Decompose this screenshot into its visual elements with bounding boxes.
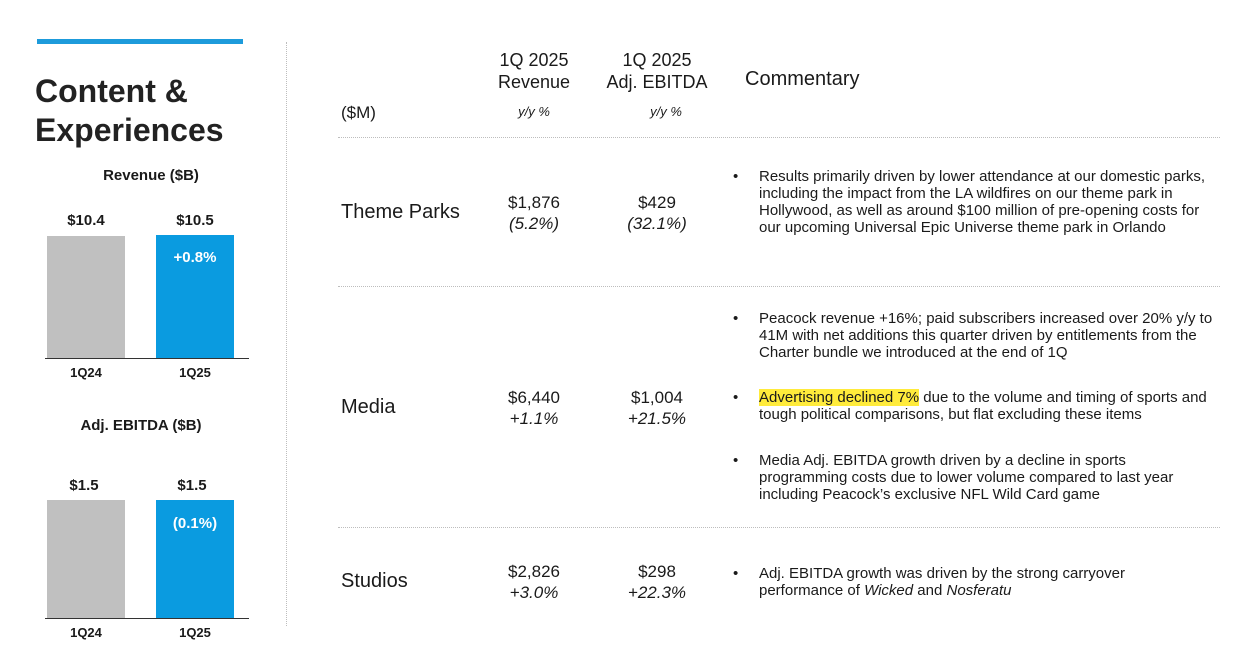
segment-theme-parks: Theme Parks xyxy=(341,201,460,223)
media-revenue: $6,440 +1.1% xyxy=(508,388,560,428)
ebitda-change-label: (0.1%) xyxy=(172,515,218,532)
commentary-bullet: • Advertising declined 7% due to the volu… xyxy=(733,389,1207,423)
revenue-bar-1q25 xyxy=(156,234,234,358)
revenue-cat-1q24: 1Q24 xyxy=(70,365,102,380)
ebitda-yy-label: y/y % xyxy=(650,104,682,119)
studios-ebitda: $298 +22.3% xyxy=(627,562,687,602)
ebitda-column-header: 1Q 2025 Adj. EBITDA xyxy=(606,50,708,92)
revenue-chart-title: Revenue ($B) xyxy=(103,167,199,184)
ebitda-chart-title: Adj. EBITDA ($B) xyxy=(80,417,202,434)
revenue-baseline xyxy=(45,358,249,359)
row-divider xyxy=(338,137,1220,138)
segment-media: Media xyxy=(341,396,396,418)
theme-parks-ebitda: $429 (32.1%) xyxy=(627,193,687,233)
accent-bar xyxy=(37,39,243,44)
section-title: Content & Experiences xyxy=(35,73,224,148)
revenue-bar-value-1q24: $10.4 xyxy=(67,212,105,229)
revenue-yy-label: y/y % xyxy=(518,104,550,119)
ebitda-cat-1q24: 1Q24 xyxy=(70,625,102,640)
ebitda-bar-1q24 xyxy=(47,500,125,618)
ebitda-bar-1q25 xyxy=(156,500,234,618)
highlighted-text: Advertising declined 7% xyxy=(759,389,920,406)
media-ebitda: $1,004 +21.5% xyxy=(627,388,687,428)
revenue-bar-1q24 xyxy=(47,236,125,358)
commentary-bullet: • Results primarily driven by lower atten… xyxy=(733,168,1206,236)
vertical-divider xyxy=(286,42,287,626)
units-label: ($M) xyxy=(341,103,376,122)
ebitda-bar-value-1q25: $1.5 xyxy=(177,477,207,494)
row-divider xyxy=(338,286,1220,287)
commentary-header: Commentary xyxy=(745,68,860,90)
revenue-cat-1q25: 1Q25 xyxy=(179,365,211,380)
revenue-bar-value-1q25: $10.5 xyxy=(176,212,214,229)
ebitda-baseline xyxy=(45,618,249,619)
revenue-change-label: +0.8% xyxy=(173,249,217,266)
row-divider xyxy=(338,527,1220,528)
theme-parks-revenue: $1,876 (5.2%) xyxy=(508,193,560,233)
commentary-bullet: • Media Adj. EBITDA growth driven by a de… xyxy=(733,452,1174,503)
ebitda-bar-value-1q24: $1.5 xyxy=(69,477,99,494)
studios-revenue: $2,826 +3.0% xyxy=(508,562,560,602)
revenue-column-header: 1Q 2025 Revenue xyxy=(497,50,571,92)
commentary-bullet: • Adj. EBITDA growth was driven by the st… xyxy=(733,565,1125,599)
ebitda-cat-1q25: 1Q25 xyxy=(179,625,211,640)
commentary-bullet: • Peacock revenue +16%; paid subscribers … xyxy=(733,310,1213,361)
segment-studios: Studios xyxy=(341,570,408,592)
